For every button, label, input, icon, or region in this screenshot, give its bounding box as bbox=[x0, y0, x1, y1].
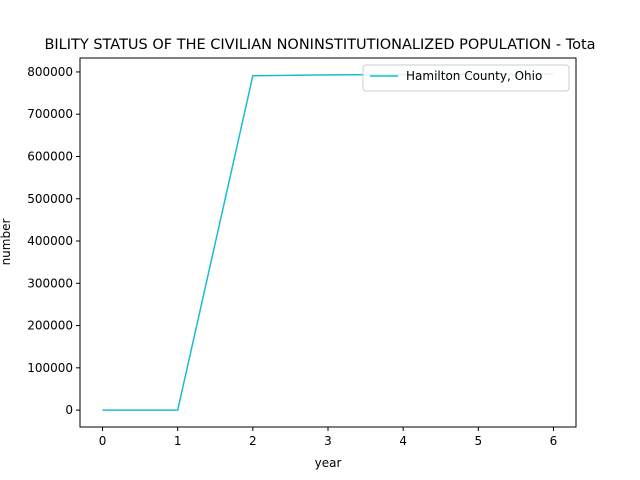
x-axis-ticks: 0 1 2 3 4 5 6 bbox=[99, 427, 558, 448]
x-axis-label: year bbox=[315, 456, 342, 470]
x-tick-label: 3 bbox=[324, 434, 332, 448]
y-tick-label: 200000 bbox=[27, 319, 73, 333]
legend: Hamilton County, Ohio bbox=[362, 64, 570, 92]
x-tick-label: 0 bbox=[99, 434, 107, 448]
legend-label: Hamilton County, Ohio bbox=[406, 69, 542, 83]
y-tick-label: 700000 bbox=[27, 107, 73, 121]
x-tick-label: 5 bbox=[474, 434, 482, 448]
y-tick-label: 500000 bbox=[27, 192, 73, 206]
x-tick-label: 1 bbox=[174, 434, 182, 448]
legend-box bbox=[362, 64, 570, 92]
y-tick-label: 800000 bbox=[27, 65, 73, 79]
y-tick-label: 100000 bbox=[27, 361, 73, 375]
x-tick-label: 4 bbox=[399, 434, 407, 448]
y-tick-label: 300000 bbox=[27, 276, 73, 290]
y-tick-label: 0 bbox=[65, 403, 73, 417]
y-tick-label: 400000 bbox=[27, 234, 73, 248]
plot-area bbox=[80, 58, 576, 427]
plot-frame bbox=[79, 57, 577, 428]
y-axis-ticks: 0 100000 200000 300000 400000 500000 600000 700… bbox=[27, 65, 80, 417]
y-tick-label: 600000 bbox=[27, 149, 73, 163]
x-tick-label: 2 bbox=[249, 434, 257, 448]
x-tick-label: 6 bbox=[550, 434, 558, 448]
chart-title: BILITY STATUS OF THE CIVILIAN NONINSTITU… bbox=[44, 37, 595, 53]
y-axis-label: number bbox=[0, 219, 13, 266]
